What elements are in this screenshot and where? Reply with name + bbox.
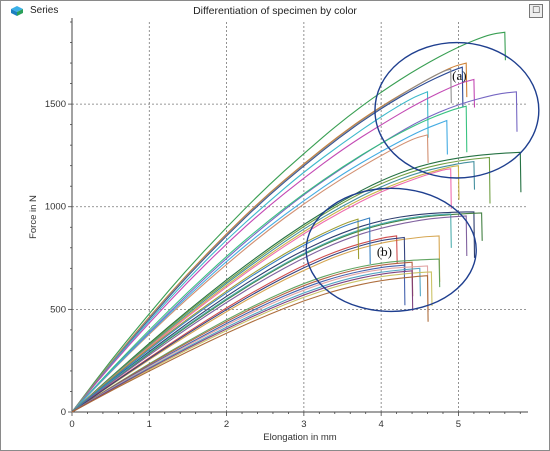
series-line-20 [71,235,441,413]
series-line-22 [71,236,406,413]
series-line-8 [71,105,468,413]
annotation-label-1: (a) [452,68,466,83]
series-cube-icon[interactable] [9,5,25,17]
annotation-ellipse-1 [374,41,540,179]
series-line-4 [71,90,429,413]
series-line-12 [71,156,491,413]
y-tick-label: 0 [61,407,66,418]
tick-labels: 0 1 2 3 4 5 0 500 1000 1500 [45,99,461,430]
annotation-label-2: (b) [377,244,392,259]
x-axis-title: Elongation in mm [263,432,336,443]
annotations: (a) (b) [305,41,540,313]
y-tick-label: 500 [50,304,66,315]
annotation-ellipse-2 [305,187,477,313]
series-line-1 [71,31,506,413]
series-line-5 [71,78,476,413]
x-tick-label: 2 [224,419,229,430]
y-tick-label: 1500 [45,99,66,110]
axes [68,18,528,416]
chart-title: Differentiation of specimen by color [193,5,357,17]
series-label[interactable]: Series [30,5,59,16]
series-line-18 [71,213,452,413]
series-line-27 [71,264,406,413]
series-line-30 [71,271,433,413]
x-tick-label: 5 [456,419,461,430]
series-line-19 [71,215,468,413]
x-tick-label: 4 [379,419,384,430]
series-line-23 [71,218,360,413]
corner-window-icon[interactable]: ☐ [529,4,543,18]
series-line-13 [71,160,476,413]
series-line-6 [71,68,452,413]
x-tick-label: 1 [147,419,152,430]
series-line-10 [71,119,448,413]
series-lines [71,31,522,413]
y-tick-label: 1000 [45,202,66,213]
x-tick-label: 0 [69,419,74,430]
x-tick-label: 3 [301,419,306,430]
y-axis-title: Force in N [28,195,39,239]
series-line-16 [71,211,476,413]
chart-title-bar: Series Differentiation of specimen by co… [1,1,549,21]
series-line-31 [71,270,414,413]
series-line-24 [71,217,371,413]
series-line-7 [71,91,518,413]
series-line-32 [71,275,429,413]
series-line-15 [71,168,452,413]
series-line-17 [71,212,483,413]
